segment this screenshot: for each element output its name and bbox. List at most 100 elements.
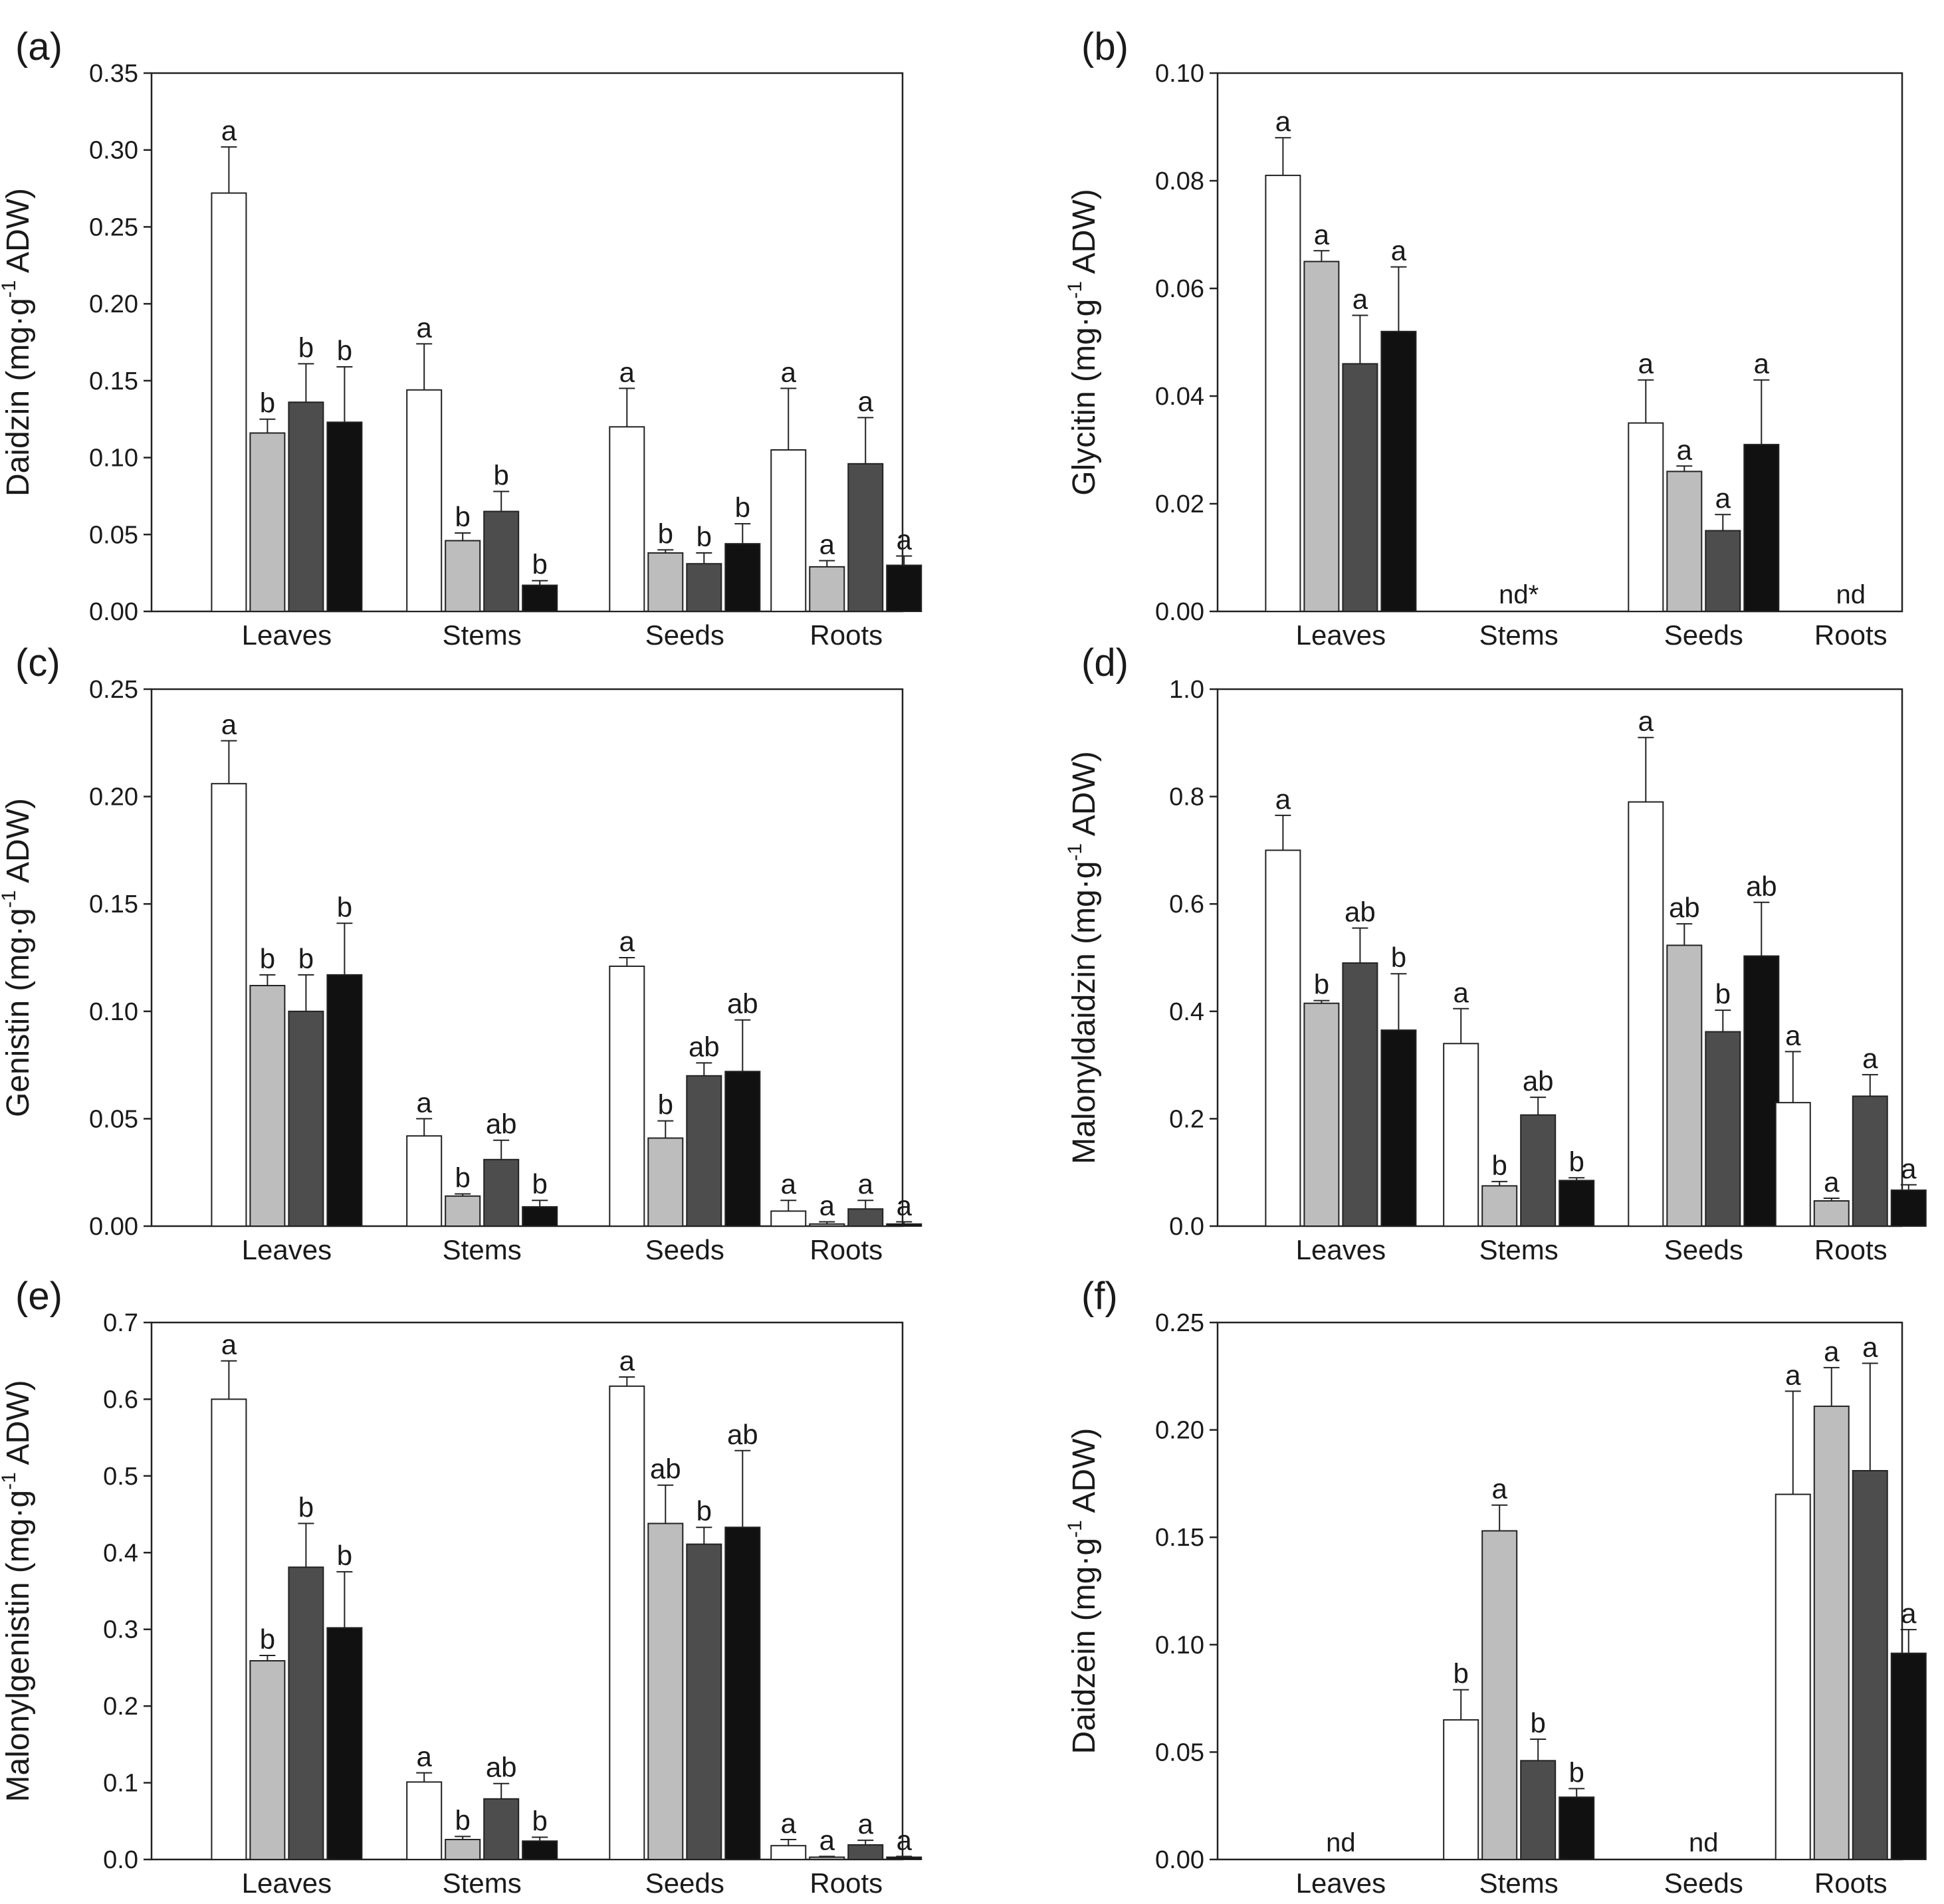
significance-letter: a <box>897 1824 913 1855</box>
significance-letter: b <box>697 521 712 552</box>
y-tick-label: 0.0 <box>1169 1213 1204 1241</box>
bar <box>1443 1719 1479 1860</box>
bar <box>326 421 363 612</box>
significance-letter: ab <box>1345 897 1376 928</box>
bar <box>1303 1002 1340 1227</box>
y-axis-label: Genistin (mg·g-1 ADW) <box>0 798 36 1117</box>
panel-label: (d) <box>1081 641 1129 685</box>
bar <box>445 1838 481 1860</box>
bar <box>406 1781 443 1861</box>
significance-letter: a <box>1638 706 1654 737</box>
chart-panel-4: (e) 0.0 0.1 0.2 0.3 0.4 0.5 0.6 0.7 Malonylgenist… <box>0 1275 922 1899</box>
significance-letter: a <box>819 1190 835 1221</box>
x-category-label: Seeds <box>1664 619 1743 651</box>
significance-letter: b <box>1569 1146 1584 1177</box>
panel-label: (f) <box>1081 1275 1118 1318</box>
significance-letter: ab <box>486 1752 517 1783</box>
x-category-label: Seeds <box>645 619 724 651</box>
bar <box>483 510 520 612</box>
bar <box>686 563 722 612</box>
y-tick-label: 0.8 <box>1169 784 1204 811</box>
y-tick-label: 0.06 <box>1155 275 1204 303</box>
bar <box>609 1385 645 1860</box>
bar <box>1852 1095 1888 1227</box>
significance-letter: a <box>1454 977 1469 1008</box>
y-axis-label-sup: -1 <box>0 891 20 908</box>
significance-letter: b <box>298 943 314 974</box>
bar <box>647 1137 684 1227</box>
y-tick-label: 0.25 <box>89 676 138 704</box>
y-tick-label: 0.25 <box>89 213 138 241</box>
panel-label: (b) <box>1081 25 1129 68</box>
x-category-label: Stems <box>1479 619 1559 651</box>
y-axis-label: Daidzein (mg·g-1 ADW) <box>1064 1428 1102 1754</box>
significance-letter: b <box>1715 978 1731 1009</box>
significance-letter: a <box>221 115 237 146</box>
bar <box>1342 962 1378 1227</box>
bar <box>770 1210 807 1227</box>
bar <box>483 1158 520 1227</box>
y-tick-label: 0.04 <box>1155 383 1204 411</box>
y-tick-label: 0.20 <box>89 784 138 811</box>
y-axis-label-sup: -1 <box>1064 843 1086 861</box>
significance-letter: a <box>858 1808 874 1840</box>
bar <box>211 1398 247 1860</box>
y-axis-label-main: Genistin (mg·g <box>1 908 36 1117</box>
nd-label: nd <box>1326 1828 1356 1857</box>
bar <box>406 389 443 612</box>
nd-label: nd <box>1689 1828 1719 1857</box>
x-category-label: Stems <box>443 619 522 651</box>
bar <box>1775 1493 1811 1861</box>
significance-letter: a <box>858 1168 874 1200</box>
y-axis-label-end: ADW) <box>1 188 36 280</box>
x-category-label: Leaves <box>1296 1867 1386 1899</box>
significance-letter: ab <box>1523 1065 1554 1097</box>
significance-letter: a <box>819 1824 835 1855</box>
bar <box>1520 1114 1557 1227</box>
bar <box>724 543 761 613</box>
bar <box>1380 1029 1417 1227</box>
nd-label: nd* <box>1499 580 1539 609</box>
significance-letter: a <box>619 926 635 957</box>
bar <box>1666 471 1703 613</box>
bar <box>1628 801 1664 1227</box>
y-axis-label-main: Daidzein (mg·g <box>1067 1538 1102 1754</box>
y-axis-label-sup: -1 <box>1064 281 1086 299</box>
y-tick-label: 0.4 <box>103 1539 138 1567</box>
chart-panel-5: (f) 0.00 0.05 0.10 0.15 0.20 0.25 Daidzein (mg·… <box>1064 1275 1927 1899</box>
bar <box>1890 1189 1927 1227</box>
y-tick-label: 0.10 <box>89 998 138 1026</box>
y-tick-label: 0.3 <box>103 1616 138 1644</box>
significance-letter: a <box>819 529 835 560</box>
panel-label: (e) <box>15 1275 62 1318</box>
significance-letter: b <box>1391 942 1406 973</box>
bar <box>886 1223 922 1227</box>
bar <box>847 463 884 612</box>
y-tick-label: 0.20 <box>1155 1417 1204 1445</box>
bar <box>1813 1406 1850 1861</box>
significance-letter: b <box>1314 969 1329 1000</box>
significance-letter: ab <box>1746 871 1777 902</box>
significance-letter: b <box>697 1495 712 1527</box>
bar <box>1481 1185 1518 1227</box>
y-tick-label: 0.7 <box>103 1309 138 1337</box>
y-tick-label: 0.35 <box>89 60 138 88</box>
bar <box>1705 530 1741 612</box>
bar <box>249 1660 286 1861</box>
bar <box>609 965 645 1227</box>
significance-letter: a <box>221 1329 237 1360</box>
significance-letter: ab <box>727 1419 758 1450</box>
y-tick-label: 0.20 <box>89 290 138 318</box>
bar <box>724 1527 761 1861</box>
y-tick-label: 0.2 <box>103 1693 138 1721</box>
significance-letter: b <box>298 332 314 363</box>
significance-letter: b <box>455 501 471 532</box>
significance-letter: b <box>260 943 275 974</box>
x-category-label: Leaves <box>1296 619 1386 651</box>
significance-letter: a <box>1275 784 1291 815</box>
significance-letter: b <box>298 1491 314 1523</box>
y-tick-label: 0.30 <box>89 137 138 165</box>
significance-letter: a <box>1715 482 1731 514</box>
bar <box>211 783 247 1227</box>
